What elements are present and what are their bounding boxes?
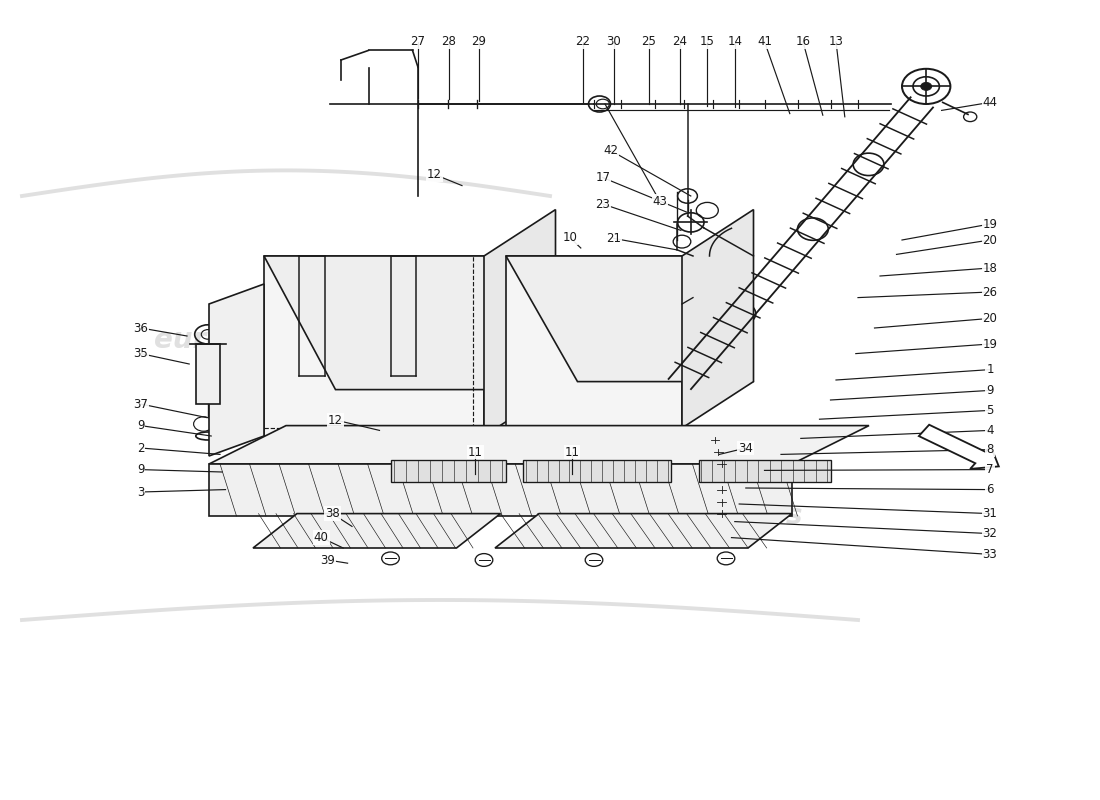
Text: 30: 30 <box>606 35 621 48</box>
Text: 11: 11 <box>468 446 483 458</box>
Text: 37: 37 <box>133 398 148 410</box>
Polygon shape <box>506 256 682 428</box>
Text: 19: 19 <box>982 338 998 350</box>
Text: 13: 13 <box>828 35 844 48</box>
Text: 3: 3 <box>138 486 144 498</box>
Text: 19: 19 <box>982 218 998 230</box>
Text: 20: 20 <box>982 234 998 246</box>
Polygon shape <box>253 514 500 548</box>
Text: 41: 41 <box>757 35 772 48</box>
Polygon shape <box>698 460 830 482</box>
Text: 33: 33 <box>982 548 998 561</box>
Text: 1: 1 <box>987 363 993 376</box>
Text: 12: 12 <box>328 414 343 426</box>
Polygon shape <box>209 426 869 464</box>
Polygon shape <box>196 344 220 404</box>
Text: 18: 18 <box>982 262 998 274</box>
Circle shape <box>921 82 932 90</box>
Text: 44: 44 <box>982 96 998 109</box>
Text: 9: 9 <box>138 463 144 476</box>
Polygon shape <box>209 284 264 456</box>
Polygon shape <box>264 256 484 436</box>
Text: 42: 42 <box>603 144 618 157</box>
Text: 16: 16 <box>795 35 811 48</box>
Text: 12: 12 <box>427 168 442 181</box>
Text: 31: 31 <box>982 507 998 520</box>
Text: 14: 14 <box>727 35 742 48</box>
Text: 2: 2 <box>138 442 144 454</box>
Text: 11: 11 <box>564 446 580 458</box>
Polygon shape <box>390 460 506 482</box>
Polygon shape <box>495 514 792 548</box>
Text: 39: 39 <box>320 554 336 566</box>
Text: 28: 28 <box>441 35 456 48</box>
Polygon shape <box>522 460 671 482</box>
Polygon shape <box>209 464 792 516</box>
Text: 8: 8 <box>987 443 993 456</box>
Text: 10: 10 <box>562 231 578 244</box>
Text: 40: 40 <box>314 531 329 544</box>
Polygon shape <box>484 210 556 436</box>
Text: 32: 32 <box>982 527 998 540</box>
Text: 24: 24 <box>672 35 688 48</box>
Text: 43: 43 <box>652 195 668 208</box>
Polygon shape <box>506 256 754 382</box>
Text: 27: 27 <box>410 35 426 48</box>
Text: 15: 15 <box>700 35 715 48</box>
Text: eurospares: eurospares <box>154 326 330 354</box>
FancyArrow shape <box>918 425 999 469</box>
Text: 34: 34 <box>738 442 754 454</box>
Polygon shape <box>264 256 556 390</box>
Text: 9: 9 <box>987 384 993 397</box>
Text: 25: 25 <box>641 35 657 48</box>
Text: 23: 23 <box>595 198 610 210</box>
Text: 7: 7 <box>987 463 993 476</box>
Text: 38: 38 <box>324 507 340 520</box>
Text: 4: 4 <box>987 424 993 437</box>
Text: 36: 36 <box>133 322 148 334</box>
Text: 17: 17 <box>595 171 610 184</box>
Text: 6: 6 <box>987 483 993 496</box>
Polygon shape <box>682 210 754 428</box>
Text: 5: 5 <box>987 404 993 417</box>
Text: 22: 22 <box>575 35 591 48</box>
Text: 21: 21 <box>606 232 621 245</box>
Text: 20: 20 <box>982 312 998 325</box>
Text: 35: 35 <box>133 347 148 360</box>
Text: 9: 9 <box>138 419 144 432</box>
Text: 26: 26 <box>982 286 998 298</box>
Text: 29: 29 <box>471 35 486 48</box>
Text: eurospares: eurospares <box>627 502 803 530</box>
